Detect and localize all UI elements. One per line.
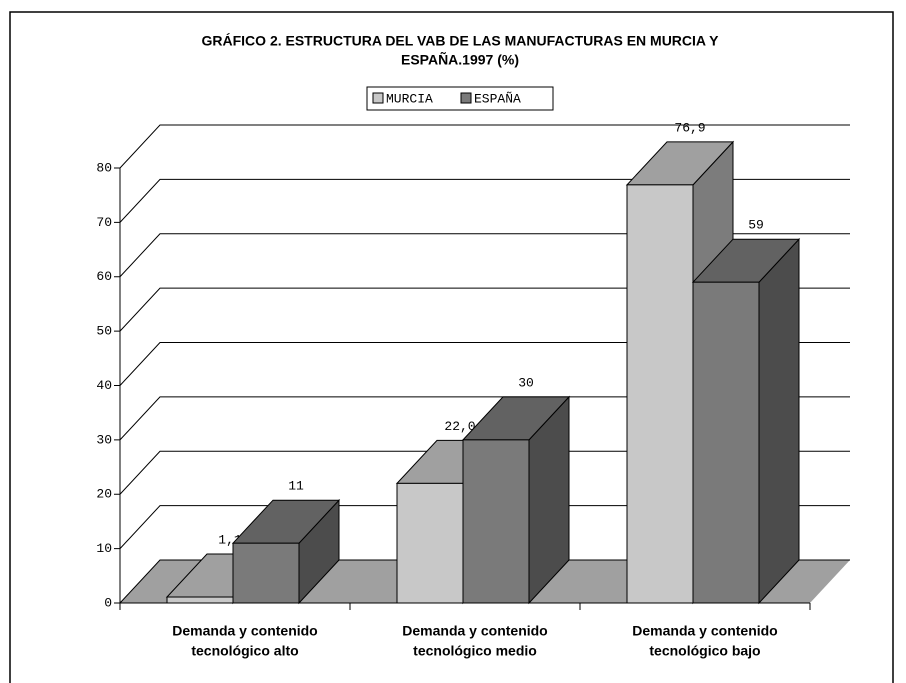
y-tick-label: 80 <box>96 160 112 175</box>
grid-line <box>119 287 850 332</box>
legend-label: MURCIA <box>386 91 433 106</box>
grid-line <box>119 124 850 169</box>
y-tick-label: 70 <box>96 215 112 230</box>
legend-box <box>366 86 554 111</box>
chart-frame <box>9 11 894 683</box>
chart-title: GRÁFICO 2. ESTRUCTURA DEL VAB DE LAS MAN… <box>202 33 720 49</box>
bar-side <box>758 237 800 605</box>
y-tick-label: 10 <box>96 541 112 556</box>
bar <box>232 542 300 604</box>
y-tick-label: 0 <box>104 595 112 610</box>
x-tick-label: tecnológico bajo <box>649 643 760 659</box>
grid-line <box>119 505 850 549</box>
chart-title: ESPAÑA.1997 (%) <box>401 51 519 68</box>
y-tick-label: 30 <box>96 432 112 447</box>
grid-line <box>119 396 850 441</box>
bar <box>462 439 530 604</box>
grid-line <box>119 450 850 495</box>
y-tick-label: 50 <box>96 324 112 339</box>
grid-line <box>119 559 850 604</box>
bar <box>692 281 760 604</box>
bar <box>396 482 464 604</box>
x-tick-label: Demanda y contenido <box>172 623 317 639</box>
data-label: 76,9 <box>674 120 705 135</box>
legend-swatch <box>372 92 384 104</box>
y-tick-label: 20 <box>96 487 112 502</box>
grid-line <box>119 233 850 278</box>
y-tick-label: 40 <box>96 378 112 393</box>
grid-line <box>119 342 850 386</box>
data-label: 59 <box>748 218 764 233</box>
data-label: 11 <box>288 479 304 494</box>
x-tick-label: tecnológico alto <box>191 643 298 659</box>
x-tick-label: Demanda y contenido <box>402 623 547 639</box>
y-tick-label: 60 <box>96 269 112 284</box>
data-label: 30 <box>518 375 534 390</box>
grid-line <box>119 178 850 223</box>
legend-swatch <box>460 92 472 104</box>
bar <box>626 184 694 604</box>
legend-label: ESPAÑA <box>474 91 521 106</box>
x-tick-label: tecnológico medio <box>413 643 537 659</box>
x-tick-label: Demanda y contenido <box>632 623 777 639</box>
bar <box>166 596 234 604</box>
data-label: 22,0 <box>444 419 475 434</box>
